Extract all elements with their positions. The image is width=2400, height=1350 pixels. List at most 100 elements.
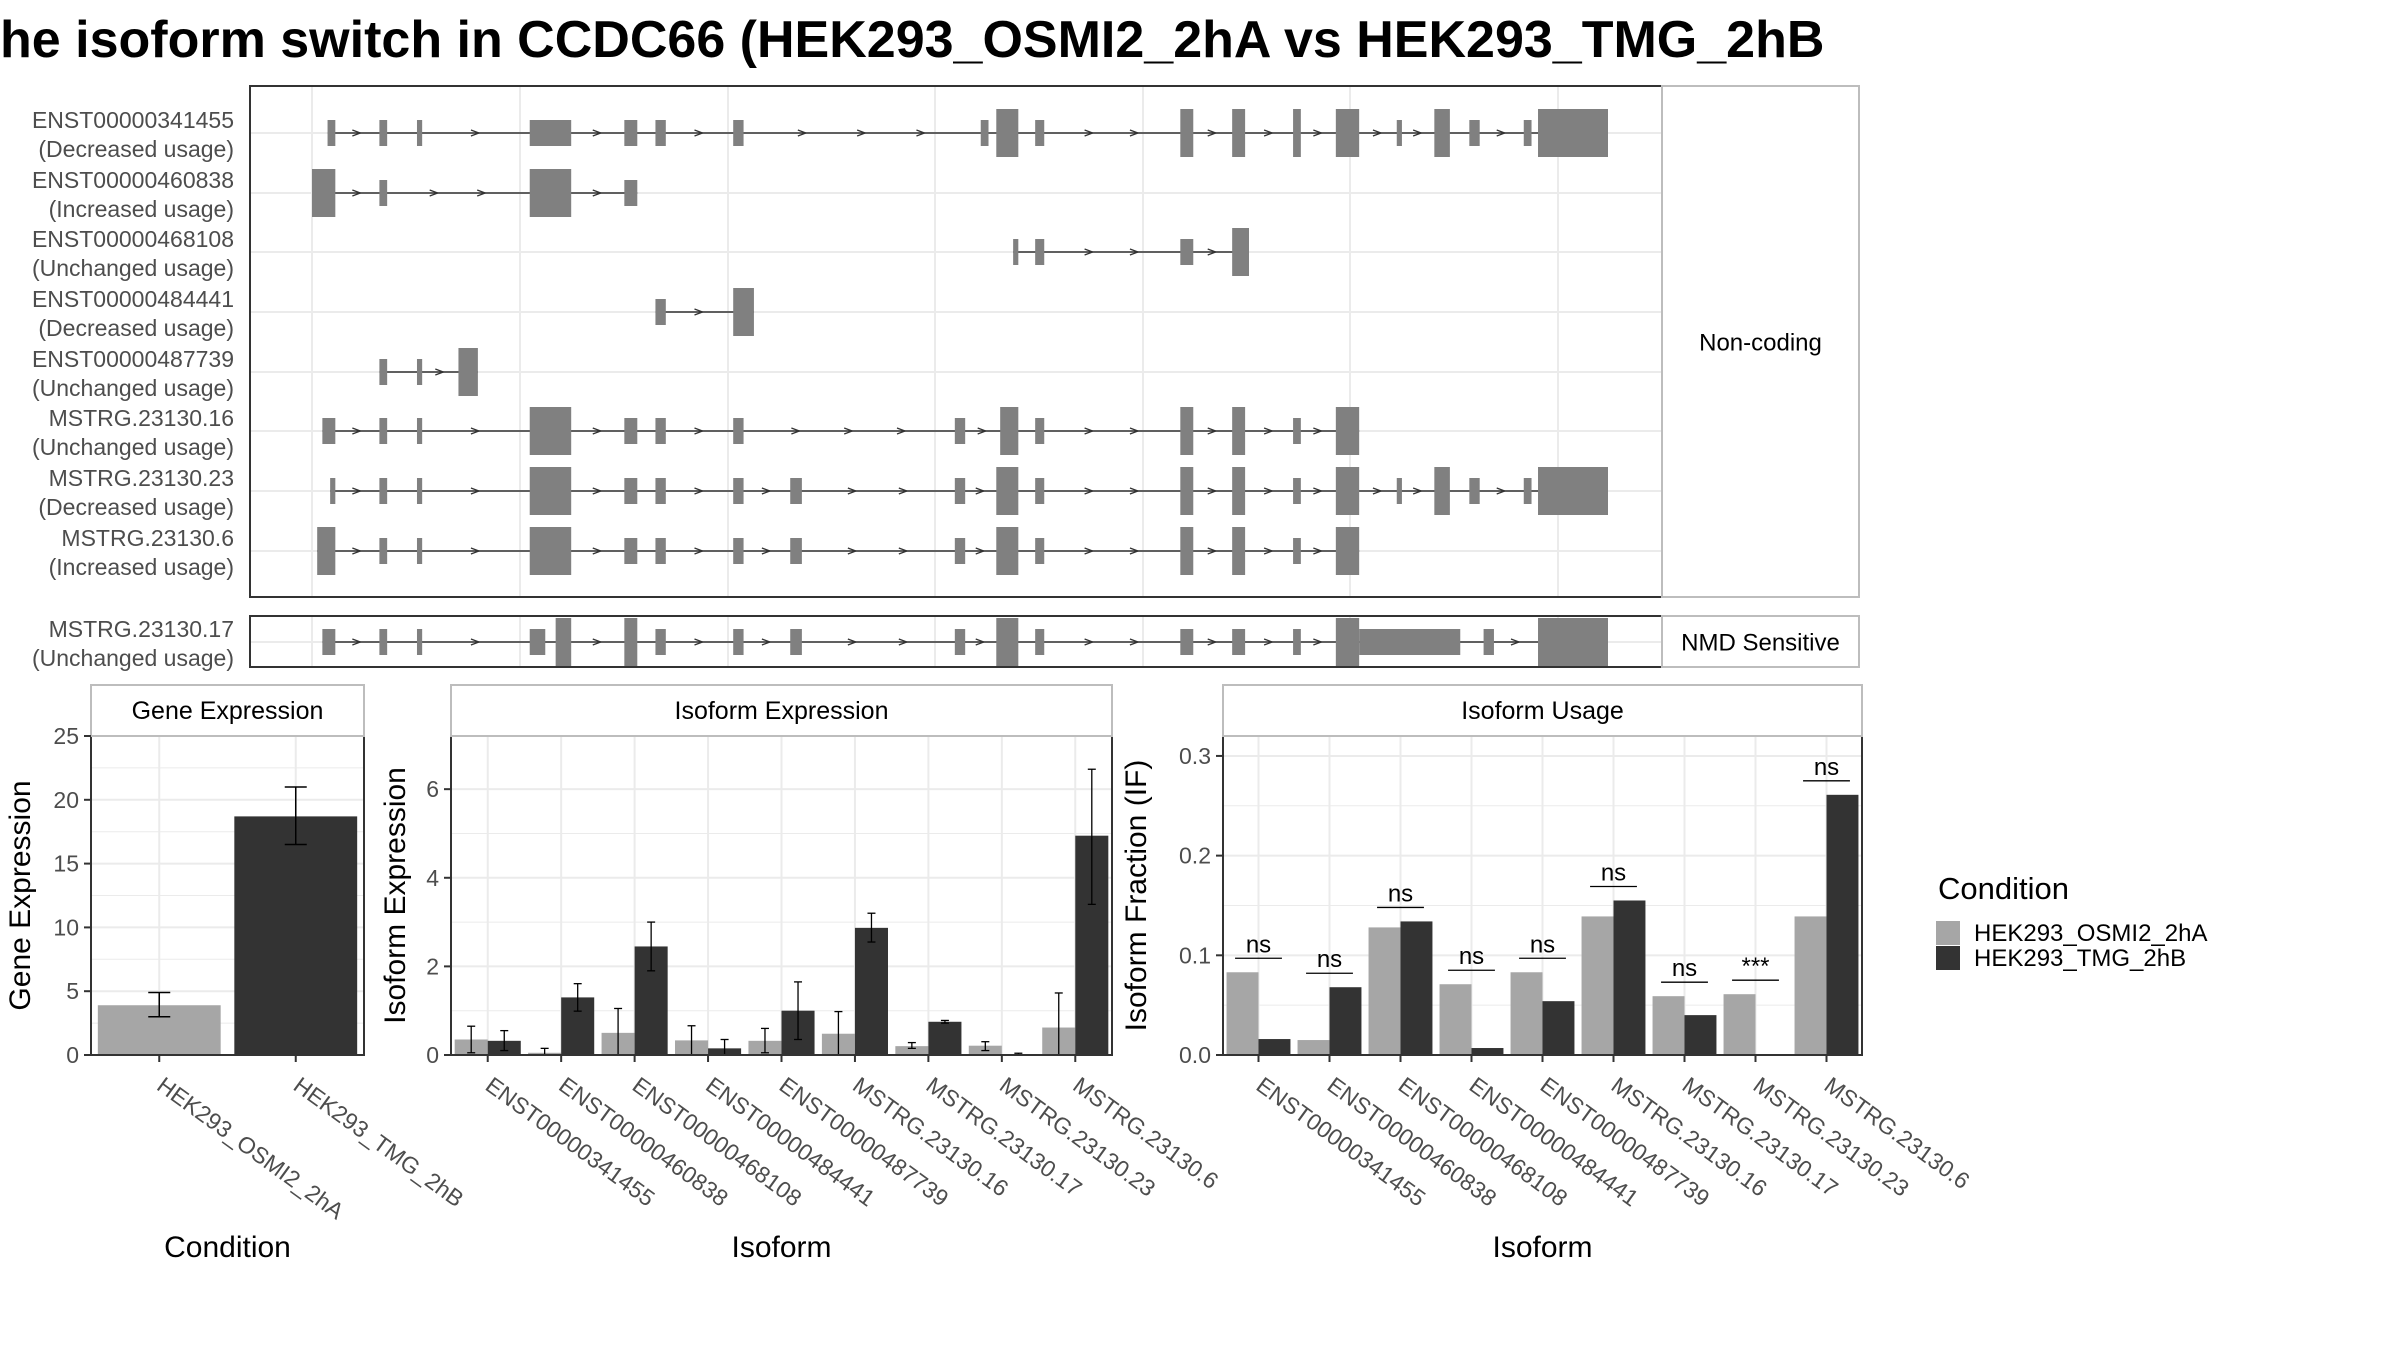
chart-title: Gene Expression bbox=[132, 697, 324, 725]
exon-block bbox=[655, 299, 666, 325]
exon-block bbox=[379, 180, 388, 206]
exon-block bbox=[624, 120, 638, 146]
y-axis-title: Gene Expression bbox=[4, 780, 37, 1010]
intron-arrow bbox=[1372, 487, 1383, 495]
exon-block bbox=[996, 109, 1019, 157]
exon-block bbox=[1180, 239, 1194, 265]
exon-block bbox=[980, 120, 989, 146]
intron-arrow bbox=[592, 547, 603, 555]
isoform-usage-label: (Decreased usage) bbox=[38, 136, 234, 162]
exon-block bbox=[954, 478, 966, 504]
exon-block bbox=[1035, 538, 1045, 564]
isoform-usage-label: (Unchanged usage) bbox=[32, 375, 234, 401]
transcript-panel-bg bbox=[250, 86, 1662, 597]
isoform-usage-label: (Decreased usage) bbox=[38, 315, 234, 341]
intron-arrow bbox=[1263, 487, 1274, 495]
exon-block bbox=[954, 538, 966, 564]
intron-arrow bbox=[1496, 129, 1507, 137]
exon-block bbox=[1293, 418, 1301, 444]
intron-arrow bbox=[476, 189, 488, 197]
y-axis-title: Isoform Fraction (IF) bbox=[1120, 760, 1153, 1032]
intron-arrow bbox=[435, 368, 446, 376]
intron-arrow bbox=[977, 427, 988, 435]
legend-label-0: HEK293_OSMI2_2hA bbox=[1974, 920, 2207, 947]
intron-arrow bbox=[1129, 427, 1140, 435]
exon-block bbox=[1035, 239, 1045, 265]
exon-block bbox=[1180, 527, 1194, 575]
exon-block bbox=[1035, 120, 1045, 146]
transcript-row: ENST00000341455 (Decreased usage) bbox=[32, 107, 1608, 162]
intron-arrow bbox=[761, 547, 772, 555]
intron-arrow bbox=[916, 129, 927, 137]
transcript-row: MSTRG.23130.17 (Unchanged usage) bbox=[32, 616, 1608, 671]
intron-arrow bbox=[1084, 427, 1095, 435]
exon-block bbox=[416, 538, 423, 564]
bar-HEK293_TMG_2hB-ENST00000460838 bbox=[1329, 987, 1362, 1055]
legend-swatch-0 bbox=[1936, 921, 1960, 945]
intron-arrow bbox=[1313, 638, 1324, 646]
exon-block bbox=[624, 418, 638, 444]
intron-arrow bbox=[1313, 427, 1324, 435]
bar-HEK293_OSMI2_2hA-MSTRG.23130.23 bbox=[1723, 994, 1756, 1055]
facet-strip bbox=[1661, 615, 1860, 668]
exon-block bbox=[790, 478, 802, 504]
intron-arrow bbox=[1129, 638, 1140, 646]
y-tick-label: 0.3 bbox=[1179, 743, 1211, 769]
exon-block bbox=[954, 418, 966, 444]
exon-block bbox=[1293, 629, 1301, 655]
intron-arrow bbox=[1207, 427, 1218, 435]
y-tick-label: 25 bbox=[53, 723, 79, 749]
exon-block bbox=[954, 629, 966, 655]
chart-strip bbox=[90, 684, 365, 737]
intron-arrow bbox=[791, 427, 802, 435]
bar-HEK293_OSMI2_2hA-MSTRG.23130.16 bbox=[1581, 916, 1614, 1055]
exon-block bbox=[379, 418, 388, 444]
exon-block bbox=[655, 538, 666, 564]
exon-block bbox=[1035, 418, 1045, 444]
intron-arrow bbox=[761, 638, 772, 646]
intron-arrow bbox=[694, 308, 705, 316]
exon-block bbox=[1469, 478, 1480, 504]
intron-arrow bbox=[975, 547, 986, 555]
bar-HEK293_TMG_2hB-ENST00000484441 bbox=[1471, 1048, 1504, 1055]
intron-arrow bbox=[896, 427, 907, 435]
intron-arrow bbox=[1207, 487, 1218, 495]
transcript-row: ENST00000468108 (Unchanged usage) bbox=[32, 226, 1250, 281]
intron-arrow bbox=[470, 487, 481, 495]
bar-HEK293_TMG_2hB-MSTRG.23130.16 bbox=[854, 927, 888, 1055]
y-tick-label: 0.2 bbox=[1179, 843, 1211, 869]
intron-arrow bbox=[1313, 487, 1324, 495]
intron-arrow bbox=[1084, 487, 1095, 495]
chart-title: Isoform Usage bbox=[1461, 697, 1624, 725]
exon-block bbox=[790, 629, 802, 655]
legend-label-1: HEK293_TMG_2hB bbox=[1974, 945, 2186, 972]
intron-arrow bbox=[1263, 129, 1274, 137]
exon-block bbox=[416, 120, 423, 146]
bar-HEK293_OSMI2_2hA-ENST00000487739 bbox=[1510, 972, 1543, 1055]
significance-label: ns bbox=[1672, 955, 1697, 982]
intron-arrow bbox=[1129, 248, 1140, 256]
exon-block bbox=[322, 418, 336, 444]
intron-arrow bbox=[352, 638, 363, 646]
exon-block bbox=[1434, 467, 1450, 515]
exon-block bbox=[1359, 629, 1461, 655]
transcript-row: MSTRG.23130.6 (Increased usage) bbox=[49, 525, 1360, 580]
bar-HEK293_TMG_2hB-MSTRG.23130.16 bbox=[1613, 900, 1646, 1055]
exon-block bbox=[1293, 478, 1301, 504]
significance-label: ns bbox=[1246, 931, 1271, 958]
y-tick-label: 0.1 bbox=[1179, 942, 1211, 968]
exon-block bbox=[1335, 527, 1360, 575]
bar-HEK293_TMG_2hB bbox=[234, 816, 358, 1055]
exon-block bbox=[996, 467, 1019, 515]
intron-arrow bbox=[592, 129, 603, 137]
intron-arrow bbox=[1263, 427, 1274, 435]
exon-block bbox=[1232, 228, 1250, 276]
y-tick-label: 2 bbox=[426, 953, 439, 979]
intron-arrow bbox=[352, 129, 363, 137]
exon-block bbox=[1396, 478, 1402, 504]
y-tick-label: 5 bbox=[66, 978, 79, 1004]
y-tick-label: 4 bbox=[426, 865, 439, 891]
exon-block bbox=[624, 478, 638, 504]
intron-arrow bbox=[898, 487, 909, 495]
